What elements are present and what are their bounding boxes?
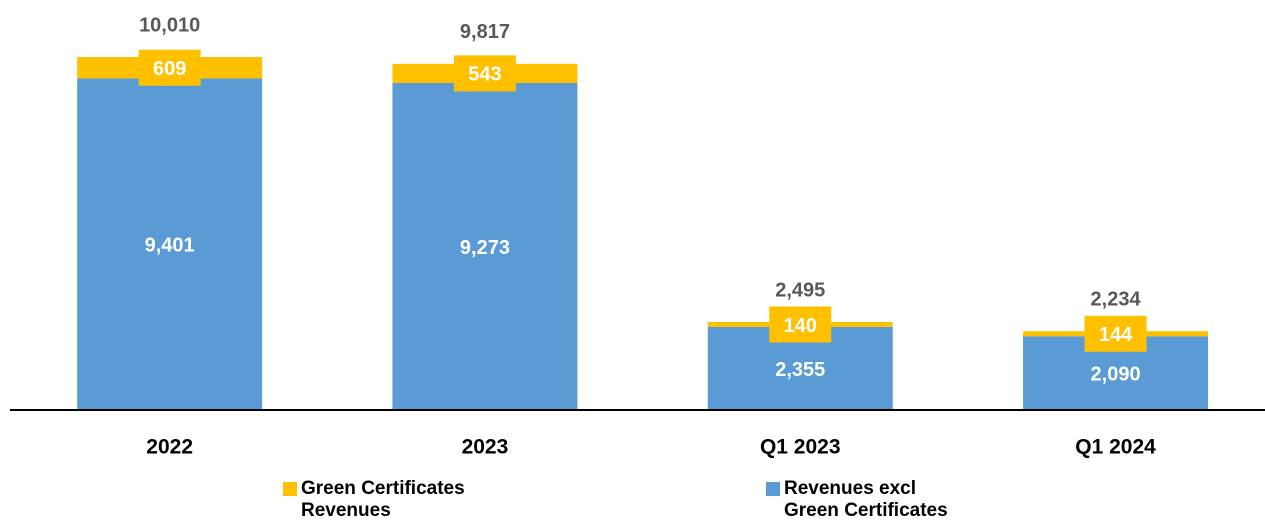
value-label-bg	[1084, 315, 1147, 352]
value-label: 9,273	[460, 237, 510, 259]
bar-segment	[77, 78, 263, 410]
total-label: 9,817	[460, 21, 510, 43]
value-label: 609	[153, 58, 186, 80]
value-label: 144	[1099, 324, 1133, 346]
legend-swatch	[766, 482, 780, 496]
legend-label: Revenues excl Green Certificates	[784, 478, 948, 521]
bar-segment	[392, 82, 578, 410]
x-tick-label: 2022	[146, 436, 193, 459]
value-label: 543	[468, 64, 501, 86]
total-label: 2,234	[1091, 288, 1142, 310]
value-label: 2,090	[1091, 363, 1141, 385]
legend-label: Green Certificates Revenues	[301, 478, 465, 521]
value-label-bg	[769, 306, 832, 343]
legend-item: Green Certificates Revenues	[283, 478, 516, 522]
value-label-bg	[453, 55, 516, 92]
x-tick-label: Q1 2024	[1075, 436, 1156, 459]
value-label: 2,355	[775, 359, 825, 381]
legend-swatch	[283, 482, 297, 496]
value-label-bg	[138, 49, 201, 86]
value-label: 140	[784, 315, 817, 337]
total-label: 10,010	[139, 14, 200, 36]
value-label: 9,401	[145, 235, 195, 257]
legend-item: Revenues excl Green Certificates	[766, 478, 974, 522]
x-tick-label: 2023	[462, 436, 509, 459]
total-label: 2,495	[775, 279, 825, 301]
x-tick-label: Q1 2023	[760, 436, 841, 459]
